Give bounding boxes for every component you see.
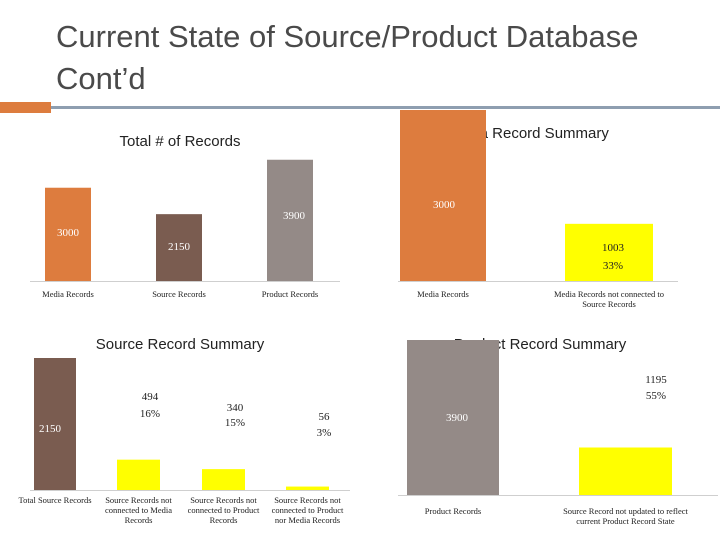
product-value-label-2: 1195 [645,374,667,386]
slide-title-line-1: Current State of Source/Product Database [56,19,639,54]
source-percent-label-2: 16% [140,408,160,420]
source-value-label-3: 340 [227,402,244,414]
media-category-label-1: Media Records [417,289,469,299]
total-category-label-3: Product Records [262,289,318,299]
source-bar-1 [34,358,76,490]
source-category-label-4: Source Records not connected to Product no… [272,495,344,525]
source-value-label-2: 494 [142,391,159,403]
product-bar-1 [407,340,499,495]
title-divider-line [51,106,720,109]
source-chart-title: Source Record Summary [96,336,265,353]
product-category-label-2: Source Record not updated to reflect curr… [563,506,688,526]
media-percent-label-2: 33% [603,260,623,272]
product-category-label-1: Product Records [425,506,481,516]
total-value-label-2: 2150 [168,241,191,253]
source-bar-3 [202,469,245,490]
media-category-label-2: Media Records not connected to Source Rec… [554,289,664,309]
source-category-label-1: Total Source Records [18,495,91,505]
total-value-label-3: 3900 [283,210,306,222]
media-value-label-1: 3000 [433,199,456,211]
slide-title-line-2: Cont’d [56,61,146,96]
product-value-label-1: 3900 [446,412,469,424]
total-chart-title: Total # of Records [120,133,241,150]
total-bar-2 [156,214,202,281]
source-category-label-2: Source Records not connected to Media Reco… [105,495,172,525]
source-bar-2 [117,459,160,490]
total-value-label-1: 3000 [57,227,80,239]
total-category-label-1: Media Records [42,289,94,299]
media-chart-title: Media Record Summary [447,125,609,142]
slide-title: Current State of Source/Product Database… [56,16,706,100]
chart-media-record-summary: Media Record Summary 3000 Media Records 100… [398,110,678,309]
total-bar-3 [267,159,313,281]
chart-total-records: Total # of Records 3000 Media Records 2150 S… [30,133,340,299]
source-bar-4 [286,486,329,490]
source-value-label-4: 56 [319,411,331,423]
chart-source-record-summary: Source Record Summary 2150 Total Source Re… [18,336,350,525]
media-bar-2 [565,223,653,281]
source-percent-label-3: 15% [225,417,245,429]
product-bar-2 [579,447,672,495]
title-accent-bar [0,102,51,113]
source-value-label-1: 2150 [39,423,62,435]
media-value-label-2: 1003 [602,242,625,254]
total-bar-1 [45,187,91,281]
source-percent-label-4: 3% [317,427,332,439]
product-percent-label-2: 55% [646,390,666,402]
source-category-label-3: Source Records not connected to Product Re… [188,495,260,525]
total-category-label-2: Source Records [152,289,206,299]
media-bar-1 [400,110,486,281]
